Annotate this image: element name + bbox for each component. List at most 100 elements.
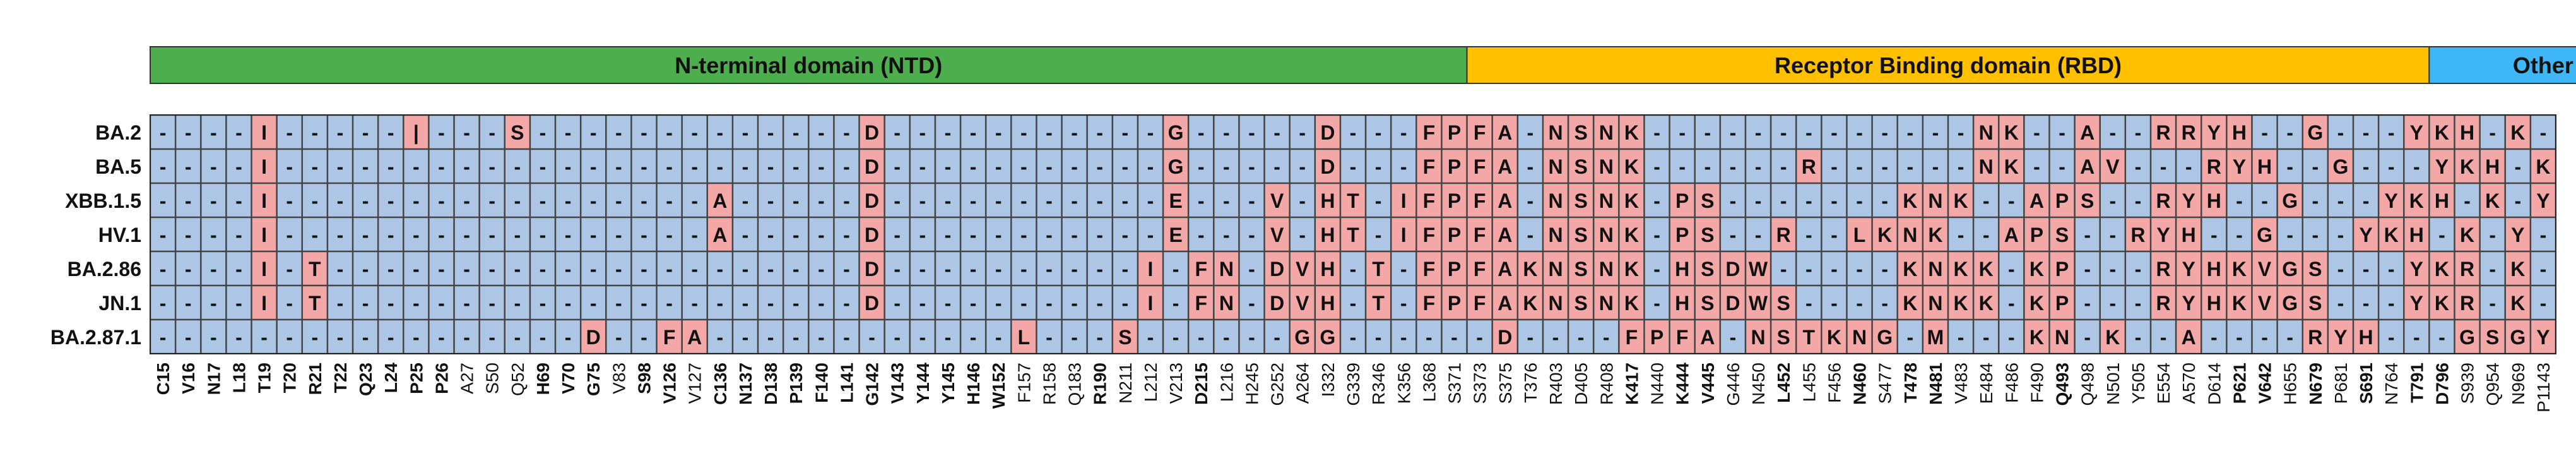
deletion-cell	[1340, 319, 1366, 354]
deletion-cell	[1568, 319, 1594, 354]
deletion-cell	[834, 319, 860, 354]
column-label: H69	[533, 363, 553, 395]
deletion-cell	[909, 285, 936, 320]
column-label: S373	[1470, 363, 1490, 404]
mutation-letter: -	[919, 155, 926, 178]
deletion-cell	[1517, 148, 1544, 184]
mutation-letter: -	[1248, 326, 1255, 349]
substitution-cell	[2378, 217, 2404, 252]
mutation-letter: A	[1498, 292, 1512, 315]
mutation-letter: -	[2160, 326, 2167, 349]
deletion-cell	[732, 148, 759, 184]
deletion-cell	[327, 183, 353, 218]
deletion-cell	[580, 217, 606, 252]
mutation-letter: R	[1776, 224, 1791, 246]
substitution-cell	[1973, 285, 1999, 320]
deletion-cell	[352, 217, 379, 252]
mutation-letter: D	[1320, 121, 1335, 144]
substitution-cell	[1619, 217, 1645, 252]
mutation-letter: -	[160, 121, 167, 144]
mutation-letter: -	[641, 292, 647, 315]
deletion-cell	[960, 251, 986, 286]
deletion-cell	[1036, 285, 1062, 320]
substitution-cell	[1542, 148, 1569, 184]
substitution-cell	[1922, 285, 1949, 320]
substitution-cell	[2150, 183, 2177, 218]
mutation-letter: -	[2312, 189, 2319, 212]
substitution-cell	[1214, 251, 1239, 286]
deletion-cell	[2277, 148, 2303, 184]
deletion-cell	[884, 183, 911, 218]
column-label: R190	[1090, 363, 1110, 405]
deletion-cell	[2024, 148, 2050, 184]
deletion-cell	[1137, 217, 1164, 252]
deletion-cell	[682, 183, 708, 218]
mutation-letter: -	[1122, 292, 1129, 315]
deletion-cell	[2125, 285, 2151, 320]
substitution-cell	[2150, 251, 2177, 286]
substitution-cell	[1619, 114, 1645, 150]
mutation-letter: -	[488, 292, 495, 315]
mutation-letter: -	[1755, 224, 1762, 246]
deletion-cell	[1947, 217, 1974, 252]
deletion-cell	[2327, 251, 2354, 286]
mutation-letter: -	[286, 258, 293, 280]
deletion-cell	[555, 114, 581, 150]
deletion-cell	[454, 217, 480, 252]
substitution-cell	[2505, 114, 2531, 150]
deletion-cell	[1897, 148, 1923, 184]
substitution-cell	[2150, 285, 2177, 320]
deletion-cell	[2479, 114, 2505, 150]
mutation-letter: -	[160, 326, 167, 349]
mutation-letter: -	[1831, 121, 1838, 144]
substitution-cell	[1467, 285, 1492, 320]
mutation-letter: -	[438, 155, 445, 178]
deletion-cell	[2150, 148, 2177, 184]
deletion-cell	[757, 285, 784, 320]
mutation-letter: -	[1350, 155, 1357, 178]
deletion-cell	[1239, 183, 1265, 218]
deletion-cell	[1795, 251, 1822, 286]
deletion-cell	[150, 285, 176, 320]
mutation-letter: P	[1675, 224, 1689, 246]
mutation-letter: -	[1248, 292, 1255, 315]
deletion-cell	[529, 285, 556, 320]
deletion-cell	[1340, 285, 1366, 320]
deletion-cell	[1720, 319, 1746, 354]
deletion-cell	[1264, 114, 1290, 150]
deletion-cell	[2125, 183, 2151, 218]
deletion-cell	[428, 217, 454, 252]
deletion-cell	[2277, 217, 2303, 252]
mutation-letter: -	[2514, 189, 2521, 212]
deletion-cell	[631, 114, 657, 150]
mutation-letter: -	[742, 121, 749, 144]
mutation-letter: -	[1805, 189, 1812, 212]
mutation-letter: P	[2055, 189, 2069, 212]
mutation-letter: -	[590, 258, 597, 280]
substitution-cell	[1593, 148, 1619, 184]
mutation-letter: I	[261, 258, 267, 280]
mutation-letter: -	[945, 224, 952, 246]
deletion-cell	[226, 285, 252, 320]
deletion-cell	[302, 114, 328, 150]
substitution-cell	[1441, 217, 1467, 252]
mutation-letter: -	[2489, 258, 2496, 280]
mutation-letter: S	[1574, 121, 1587, 144]
deletion-cell	[1289, 217, 1316, 252]
mutation-letter: -	[894, 189, 901, 212]
substitution-cell	[1947, 285, 1974, 320]
mutation-letter: -	[894, 258, 901, 280]
mutation-letter: -	[185, 326, 192, 349]
substitution-cell	[2479, 148, 2505, 184]
deletion-cell	[1061, 251, 1087, 286]
column-label: A570	[2179, 363, 2199, 404]
deletion-cell	[656, 217, 682, 252]
substitution-cell	[1568, 114, 1594, 150]
deletion-cell	[1795, 183, 1822, 218]
mutation-letter: -	[2135, 189, 2142, 212]
deletion-cell	[2100, 285, 2126, 320]
mutation-letter: -	[1704, 155, 1711, 178]
mutation-letter: -	[995, 292, 1002, 315]
column-labels: C15 V16 N17 L18 T19 T20 R21 T22 Q23 L24 P25 P26 A27 S…	[153, 363, 2553, 412]
mutation-letter: N	[1219, 292, 1234, 315]
